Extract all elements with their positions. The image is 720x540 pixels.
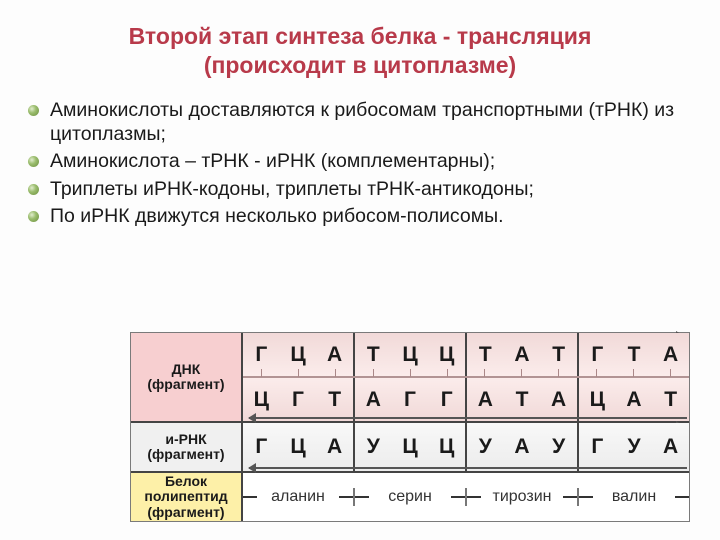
title-line-2: (происходит в цитоплазме) — [204, 52, 516, 78]
amino-acid: тирозин — [493, 488, 552, 506]
label-text: (фрагмент) — [147, 377, 224, 392]
label-text: полипептид — [144, 489, 227, 504]
bullet-item: По иРНК движутся несколько рибосом-полис… — [28, 204, 700, 228]
protein-label: Белок полипептид (фрагмент) — [131, 473, 243, 521]
label-text: (фрагмент) — [147, 505, 224, 520]
amino-acid: валин — [612, 488, 656, 506]
irnk-strand: ГЦА УЦЦ УАУ ГУА — [243, 423, 689, 471]
bullet-list: Аминокислоты доставляются к рибосомам тр… — [14, 98, 706, 229]
amino-acid: аланин — [271, 488, 325, 506]
label-text: и-РНК — [165, 432, 206, 447]
label-text: Белок — [165, 474, 207, 489]
arrow-left-icon — [249, 467, 687, 469]
protein-row: Белок полипептид (фрагмент) аланин серин… — [131, 473, 689, 521]
dnk-row: ДНК (фрагмент) ГЦА ТЦЦ ТАТ ГТА ЦГТ — [131, 333, 689, 423]
label-text: (фрагмент) — [147, 447, 224, 462]
amino-acid: серин — [388, 488, 432, 506]
protein-seq-area: аланин серин тирозин валин — [243, 473, 689, 521]
irnk-seq-area: ГЦА УЦЦ УАУ ГУА — [243, 423, 689, 471]
irnk-row: и-РНК (фрагмент) ГЦА УЦЦ УАУ ГУА — [131, 423, 689, 473]
arrow-left-icon — [249, 417, 687, 419]
irnk-label: и-РНК (фрагмент) — [131, 423, 243, 471]
protein-chain: аланин серин тирозин валин — [243, 473, 689, 521]
bullet-item: Аминокислота – тРНК - иРНК (комплементар… — [28, 149, 700, 173]
title-line-1: Второй этап синтеза белка - трансляция — [129, 23, 592, 49]
dnk-label: ДНК (фрагмент) — [131, 333, 243, 421]
dnk-strand-bottom: ЦГТ АГГ АТА ЦАТ — [243, 377, 689, 421]
slide-title: Второй этап синтеза белка - трансляция (… — [14, 22, 706, 80]
dnk-seq-area: ГЦА ТЦЦ ТАТ ГТА ЦГТ АГГ АТА ЦАТ — [243, 333, 689, 421]
bond-ticks — [243, 369, 689, 377]
translation-diagram: ДНК (фрагмент) ГЦА ТЦЦ ТАТ ГТА ЦГТ — [130, 332, 690, 522]
bullet-item: Аминокислоты доставляются к рибосомам тр… — [28, 98, 700, 147]
slide: Второй этап синтеза белка - трансляция (… — [0, 0, 720, 540]
label-text: ДНК — [172, 362, 201, 377]
bullet-item: Триплеты иРНК-кодоны, триплеты тРНК-анти… — [28, 177, 700, 201]
